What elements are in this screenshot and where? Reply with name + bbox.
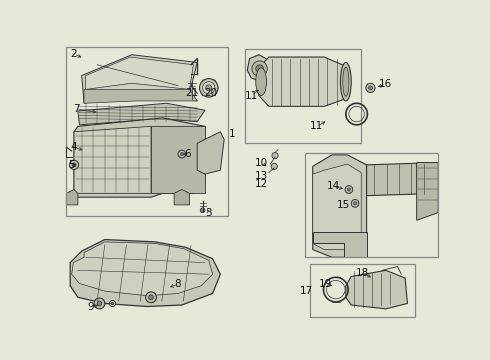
Polygon shape: [346, 270, 408, 309]
Polygon shape: [66, 189, 78, 205]
Text: 20: 20: [204, 88, 217, 98]
Polygon shape: [74, 126, 151, 193]
Text: 2: 2: [71, 49, 77, 59]
Text: 15: 15: [337, 200, 350, 210]
Polygon shape: [197, 132, 224, 174]
Bar: [245, 49, 361, 143]
Ellipse shape: [343, 67, 349, 96]
Polygon shape: [259, 57, 346, 106]
Text: 12: 12: [254, 179, 268, 189]
Text: 10: 10: [255, 158, 268, 167]
Polygon shape: [74, 118, 205, 197]
Polygon shape: [86, 57, 194, 89]
Circle shape: [353, 202, 357, 205]
Polygon shape: [367, 163, 438, 195]
Ellipse shape: [341, 62, 351, 101]
Polygon shape: [313, 232, 367, 257]
Circle shape: [149, 295, 153, 300]
Circle shape: [271, 163, 277, 170]
Polygon shape: [70, 239, 221, 306]
Text: 3: 3: [205, 208, 212, 217]
Bar: [311, 264, 415, 317]
Text: 4: 4: [71, 142, 77, 152]
Circle shape: [351, 199, 359, 207]
Circle shape: [345, 186, 353, 193]
Circle shape: [178, 150, 186, 158]
Text: 11: 11: [245, 91, 259, 100]
Polygon shape: [416, 163, 438, 220]
Text: 19: 19: [319, 279, 332, 289]
Circle shape: [206, 85, 212, 91]
Circle shape: [94, 298, 105, 309]
Circle shape: [111, 302, 114, 305]
Circle shape: [199, 78, 218, 97]
Circle shape: [256, 65, 264, 72]
Bar: [66, 47, 228, 216]
Polygon shape: [151, 126, 205, 193]
Polygon shape: [174, 189, 190, 205]
Circle shape: [97, 301, 102, 306]
Text: 5: 5: [69, 160, 75, 170]
Polygon shape: [72, 242, 213, 296]
Circle shape: [347, 188, 350, 191]
Circle shape: [200, 208, 205, 213]
Polygon shape: [78, 103, 205, 125]
Circle shape: [109, 300, 116, 306]
Text: 6: 6: [185, 149, 191, 159]
Text: 13: 13: [254, 171, 268, 181]
Circle shape: [146, 292, 156, 303]
Polygon shape: [313, 155, 367, 257]
Bar: [305, 153, 438, 257]
Text: 8: 8: [174, 279, 181, 289]
Circle shape: [252, 61, 268, 76]
Polygon shape: [313, 164, 361, 249]
Text: 7: 7: [73, 104, 80, 114]
Polygon shape: [84, 89, 197, 103]
Ellipse shape: [256, 68, 267, 95]
Polygon shape: [247, 55, 270, 82]
Text: 9: 9: [87, 302, 94, 311]
Circle shape: [368, 86, 372, 90]
Text: 18: 18: [356, 267, 369, 278]
Text: 14: 14: [327, 181, 340, 192]
Polygon shape: [199, 80, 218, 95]
Text: 11: 11: [310, 121, 323, 131]
Circle shape: [70, 160, 78, 170]
Circle shape: [180, 153, 183, 156]
Text: 16: 16: [379, 79, 392, 89]
Circle shape: [366, 83, 375, 93]
Circle shape: [72, 163, 76, 167]
Polygon shape: [82, 55, 197, 103]
Text: 1: 1: [228, 129, 235, 139]
Text: 17: 17: [300, 286, 313, 296]
Circle shape: [272, 153, 278, 159]
Text: 21: 21: [185, 88, 198, 98]
Circle shape: [203, 82, 215, 94]
